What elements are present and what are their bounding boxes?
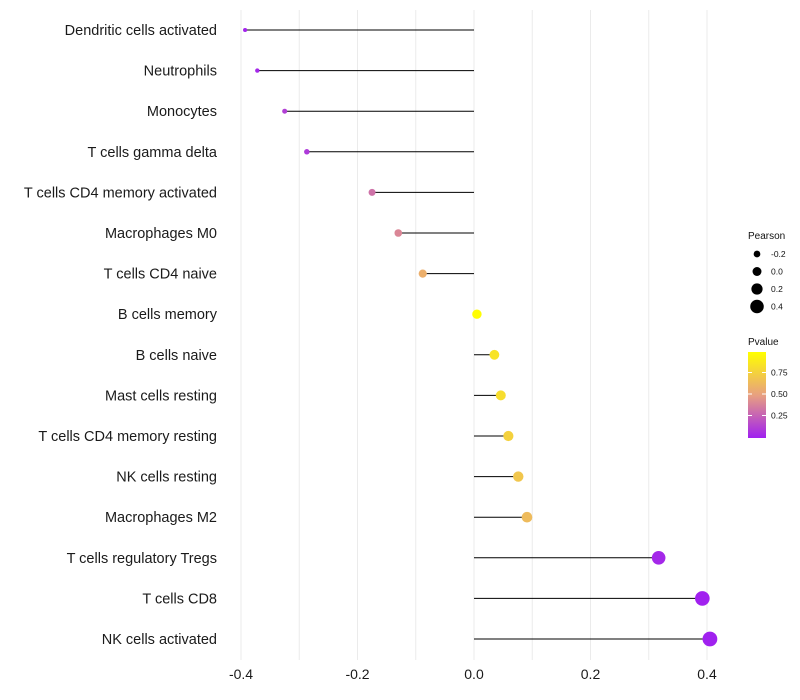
category-label: Neutrophils bbox=[144, 64, 217, 80]
category-label: T cells regulatory Tregs bbox=[67, 551, 217, 567]
size-legend-dot bbox=[753, 250, 761, 258]
lollipop-point bbox=[282, 108, 288, 114]
category-label: Monocytes bbox=[147, 104, 217, 120]
lollipop-stems bbox=[245, 29, 710, 640]
colorbar-label: 0.25 bbox=[771, 411, 788, 421]
colorbar-label: 0.50 bbox=[771, 389, 788, 399]
lollipop-point bbox=[489, 349, 500, 360]
pearson-size-legend: Pearson -0.2 0.0 0.2 0.4 bbox=[748, 231, 786, 314]
lollipop-point bbox=[418, 269, 427, 278]
lollipop-point bbox=[503, 430, 514, 442]
color-legend-title: Pvalue bbox=[748, 337, 779, 348]
category-label: Macrophages M0 bbox=[105, 226, 217, 242]
category-label: B cells naive bbox=[136, 348, 217, 364]
category-label: NK cells activated bbox=[102, 632, 217, 648]
lollipop-point bbox=[304, 149, 310, 155]
size-legend-label: 0.0 bbox=[771, 267, 783, 277]
lollipop-point bbox=[521, 511, 533, 523]
category-label: Mast cells resting bbox=[105, 388, 217, 404]
lollipop-point bbox=[255, 68, 260, 73]
category-label: NK cells resting bbox=[116, 470, 217, 486]
grid-lines bbox=[240, 10, 708, 660]
size-legend-dot bbox=[751, 283, 763, 295]
size-legend-label: -0.2 bbox=[771, 249, 786, 259]
colorbar-label: 0.75 bbox=[771, 368, 788, 378]
lollipop-point bbox=[695, 591, 710, 606]
lollipop-point bbox=[495, 390, 506, 401]
category-label: T cells CD4 naive bbox=[104, 267, 217, 283]
category-label: T cells CD8 bbox=[142, 591, 217, 607]
lollipop-point bbox=[394, 229, 403, 237]
x-tick-label: -0.4 bbox=[229, 666, 253, 682]
lollipop-point bbox=[651, 550, 666, 565]
x-tick-label: 0.2 bbox=[581, 666, 601, 682]
category-label: T cells CD4 memory resting bbox=[38, 429, 217, 445]
category-label: T cells gamma delta bbox=[88, 145, 218, 161]
lollipop-point bbox=[702, 631, 718, 647]
lollipop-point bbox=[513, 471, 524, 482]
size-legend-label: 0.2 bbox=[771, 284, 783, 294]
category-label: Dendritic cells activated bbox=[65, 23, 217, 39]
size-legend-label: 0.4 bbox=[771, 302, 783, 312]
lollipop-point bbox=[368, 188, 376, 196]
category-label: T cells CD4 memory activated bbox=[24, 185, 217, 201]
x-tick-label: 0.0 bbox=[464, 666, 484, 682]
size-legend-dot bbox=[752, 267, 762, 276]
x-axis-tick-labels: -0.4 -0.2 0.0 0.2 0.4 bbox=[229, 666, 717, 682]
lollipop-point bbox=[472, 309, 482, 319]
category-label: B cells memory bbox=[118, 307, 218, 323]
category-labels: Dendritic cells activated Neutrophils Mono… bbox=[24, 23, 218, 648]
size-legend-dot bbox=[750, 299, 764, 314]
category-label: Macrophages M2 bbox=[105, 510, 217, 526]
x-tick-label: 0.4 bbox=[697, 666, 717, 682]
pvalue-colorbar bbox=[748, 352, 766, 438]
size-legend-title: Pearson bbox=[748, 231, 785, 242]
lollipop-point bbox=[243, 27, 248, 33]
pvalue-color-legend: Pvalue 0.25 0.50 0.75 bbox=[748, 337, 788, 438]
x-tick-label: -0.2 bbox=[345, 666, 369, 682]
lollipop-points bbox=[243, 27, 718, 647]
